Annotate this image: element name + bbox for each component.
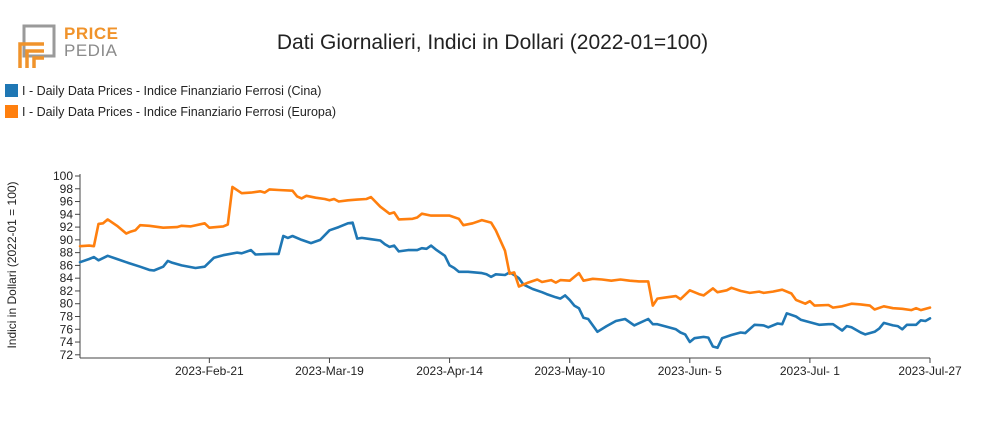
y-tick-label: 100 [53,169,73,183]
chart-title: Dati Giornalieri, Indici in Dollari (202… [276,31,709,54]
series-line-cina [78,221,932,350]
x-tick-label: 2023-May-10 [534,364,605,378]
y-axis-title: Indici in Dollari (2022-01 = 100) [5,181,19,348]
x-tick-label: 2023-Apr-14 [416,364,483,378]
x-tick-label: 2023-Jun- 5 [658,364,722,378]
logo-word-price: PRICE [64,24,119,43]
legend-label-cina: I - Daily Data Prices - Indice Finanziar… [22,83,322,98]
y-tick-label: 82 [60,284,74,298]
x-axis: 2023-Feb-21 2023-Mar-19 2023-Apr-14 2023-Ma… [80,357,962,378]
y-tick-label: 92 [60,220,74,234]
legend-item-cina[interactable]: I - Daily Data Prices - Indice Finanziar… [5,80,336,101]
legend-swatch-cina [5,84,18,97]
pricepedia-logo: PRICE PEDIA [18,22,128,72]
y-tick-label: 86 [60,258,74,272]
logo-word-pedia: PEDIA [64,41,118,60]
legend-item-europa[interactable]: I - Daily Data Prices - Indice Finanziar… [5,101,336,122]
chart-legend: I - Daily Data Prices - Indice Finanziar… [5,80,336,122]
logo-mark-icon [18,24,56,68]
y-tick-label: 88 [60,246,74,260]
y-tick-label: 74 [60,335,74,349]
series-layer [78,185,932,350]
y-tick-label: 98 [60,182,74,196]
y-tick-label: 80 [60,297,74,311]
x-tick-label: 2023-Feb-21 [175,364,244,378]
y-tick-label: 76 [60,322,74,336]
y-tick-label: 84 [60,271,74,285]
x-tick-label: 2023-Mar-19 [295,364,364,378]
x-tick-label: 2023-Jul-27 [898,364,962,378]
y-tick-label: 96 [60,195,74,209]
x-tick-label: 2023-Jul- 1 [780,364,840,378]
legend-label-europa: I - Daily Data Prices - Indice Finanziar… [22,104,336,119]
legend-swatch-europa [5,105,18,118]
y-tick-label: 94 [60,207,74,221]
series-line-europa [78,185,932,312]
y-tick-label: 78 [60,309,74,323]
y-tick-label: 72 [60,348,74,362]
y-tick-label: 90 [60,233,74,247]
